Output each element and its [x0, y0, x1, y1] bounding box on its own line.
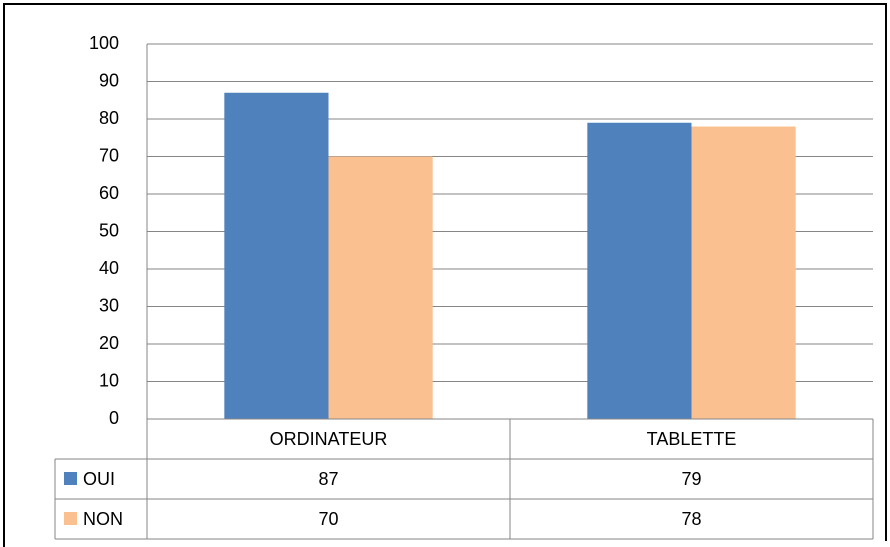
bar — [587, 122, 692, 419]
y-tick-label: 80 — [99, 108, 119, 128]
bar — [328, 156, 433, 419]
bar — [224, 92, 329, 419]
table-value: 79 — [681, 469, 701, 489]
table-value: 70 — [318, 509, 338, 529]
table-value: 78 — [681, 509, 701, 529]
legend-key — [64, 472, 77, 485]
bar — [691, 126, 796, 419]
x-tick-label: ORDINATEUR — [270, 429, 388, 449]
y-tick-label: 60 — [99, 183, 119, 203]
y-tick-label: 70 — [99, 145, 119, 165]
table-value: 87 — [318, 469, 338, 489]
y-tick-label: 100 — [89, 33, 119, 53]
y-tick-label: 30 — [99, 295, 119, 315]
y-tick-label: 10 — [99, 370, 119, 390]
y-tick-label: 20 — [99, 333, 119, 353]
x-tick-label: TABLETTE — [647, 429, 737, 449]
legend-label: OUI — [83, 469, 115, 489]
y-tick-label: 0 — [109, 408, 119, 428]
legend-label: NON — [83, 509, 123, 529]
y-tick-label: 40 — [99, 258, 119, 278]
legend-key — [64, 512, 77, 525]
y-tick-label: 90 — [99, 70, 119, 90]
y-tick-label: 50 — [99, 220, 119, 240]
chart-border — [3, 3, 887, 547]
